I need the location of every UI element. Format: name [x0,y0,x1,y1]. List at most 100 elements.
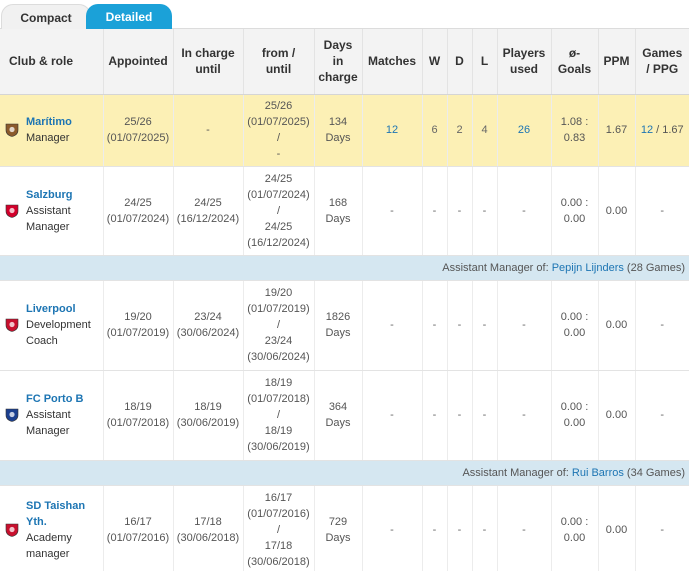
until-cell: 23/24 (30/06/2024) [172,280,243,371]
from-until-cell: 25/26 (01/07/2025) / - [242,94,314,167]
from-until-cell: 24/25 (01/07/2024) / 24/25 (16/12/2024) [242,166,314,256]
avg-goals-cell: 1.08 : 0.83 [550,94,598,167]
cell-line: - [276,148,281,160]
wins-cell: - [421,485,447,571]
header-row: Club & role Appointed In charge until fro… [0,29,689,95]
matches-value: - [390,524,394,536]
matches-cell: - [361,485,422,571]
cell-line: / [276,524,281,536]
cell-line: Days [325,212,351,225]
games-value: - [660,319,665,331]
wins-cell: - [421,166,447,256]
games-value: - [660,409,665,421]
draws-cell: - [446,166,472,256]
col-in-charge-until[interactable]: In charge until [172,29,243,95]
role-label: Manager [26,425,70,437]
avg-goals-cell: 0.00 : 0.00 [550,485,598,571]
cell-line: 0.00 : [560,311,589,323]
players-used-value[interactable]: 26 [517,124,531,136]
losses-value: - [482,409,487,421]
col-ppm[interactable]: PPM [597,29,635,95]
cell-line: (01/07/2024) [106,212,170,225]
col-wins[interactable]: W [421,29,447,95]
cell-line: 0.00 [563,532,586,544]
club-link[interactable]: Liverpool [26,303,76,315]
ppm-cell: 0.00 [597,485,635,571]
head-coach-link[interactable]: Pepijn Lijnders [551,261,624,274]
cell-line: 0.00 [563,327,586,339]
assistant-info-prefix: Assistant Manager of: [442,261,552,274]
matches-value: - [390,409,394,421]
col-losses[interactable]: L [471,29,497,95]
days-cell: 729 Days [313,485,362,571]
club-crest-icon[interactable] [5,318,19,332]
cell-line: 1.08 : [560,116,589,128]
club-crest-icon[interactable] [5,123,19,137]
col-appointed[interactable]: Appointed [102,29,173,95]
club-link[interactable]: FC Porto B [26,393,84,405]
club-crest-icon[interactable] [5,523,19,537]
cell-line: 17/18 [264,540,293,552]
cell-line: (01/07/2025) [106,132,170,144]
cell-line: 19/20 [124,311,152,323]
ppm-cell: 0.00 [597,280,635,371]
assistant-info-row: Assistant Manager of: Pepijn Lijnders (2… [0,255,689,281]
cell-line: Days [325,532,351,544]
draws-cell: - [446,485,472,571]
matches-cell: - [361,166,422,256]
wins-value: - [432,319,437,331]
appointed-cell: 18/19 (01/07/2018) [102,370,173,461]
until-cell: 17/18 (30/06/2018) [172,485,243,571]
tab-compact[interactable]: Compact [1,4,91,30]
role-label: Manager [26,132,70,144]
table-row: FC Porto B Assistant Manager 18/19 (01/07/20… [0,370,689,461]
players-used-value: - [522,319,526,331]
col-games-ppg[interactable]: Games / PPG [634,29,689,95]
table-row: Marítimo Manager 25/26 (01/07/2025) - 25/26 (0… [0,94,689,167]
losses-cell: - [471,485,497,571]
assistant-info-cell: Assistant Manager of: Pepijn Lijnders (2… [0,255,689,281]
cell-line: 23/24 [264,335,293,347]
games-ppg-cell: - [634,166,689,256]
col-draws[interactable]: D [446,29,472,95]
from-until-cell: 18/19 (01/07/2018) / 18/19 (30/06/2019) [242,370,314,461]
players-used-cell: - [496,166,551,256]
col-days[interactable]: Days in charge [313,29,362,95]
cell-line: 0.00 [563,417,586,429]
losses-cell: 4 [471,94,497,167]
appointed-cell: 24/25 (01/07/2024) [102,166,173,256]
cell-line: 18/19 [194,401,222,413]
players-used-value: - [522,524,526,536]
col-club-role[interactable]: Club & role [0,29,103,95]
matches-value[interactable]: 12 [385,124,399,136]
tab-detailed[interactable]: Detailed [86,4,172,30]
draws-cell: - [446,280,472,371]
players-used-cell: - [496,370,551,461]
col-matches[interactable]: Matches [361,29,422,95]
col-players-used[interactable]: Players used [496,29,551,95]
wins-value: - [432,524,437,536]
assistant-info-prefix: Assistant Manager of: [462,466,572,479]
cell-line: 364 [328,401,348,413]
club-cell: Salzburg Assistant Manager [0,166,103,256]
col-avg-goals[interactable]: ø- Goals [550,29,598,95]
draws-value: 2 [456,124,463,136]
club-cell: Marítimo Manager [0,94,103,167]
club-link[interactable]: SD Taishan Yth. [26,500,86,528]
losses-cell: - [471,166,497,256]
role-label: Manager [26,220,70,233]
cell-line: (30/06/2019) [176,417,240,429]
col-from-until[interactable]: from / until [242,29,314,95]
club-link[interactable]: Salzburg [26,188,73,201]
head-coach-link[interactable]: Rui Barros [571,466,624,479]
players-used-value: - [522,204,526,217]
ppm-value: 0.00 [605,204,628,217]
games-value[interactable]: 12 [640,124,654,136]
cell-line: 0.00 [563,212,586,225]
games-ppg-cell: 12 / 1.67 [634,94,689,167]
club-link[interactable]: Marítimo [26,116,72,128]
club-crest-icon[interactable] [5,408,19,422]
club-crest-icon[interactable] [5,204,19,218]
appointed-cell: 19/20 (01/07/2019) [102,280,173,371]
ppm-value: 1.67 [605,124,628,136]
